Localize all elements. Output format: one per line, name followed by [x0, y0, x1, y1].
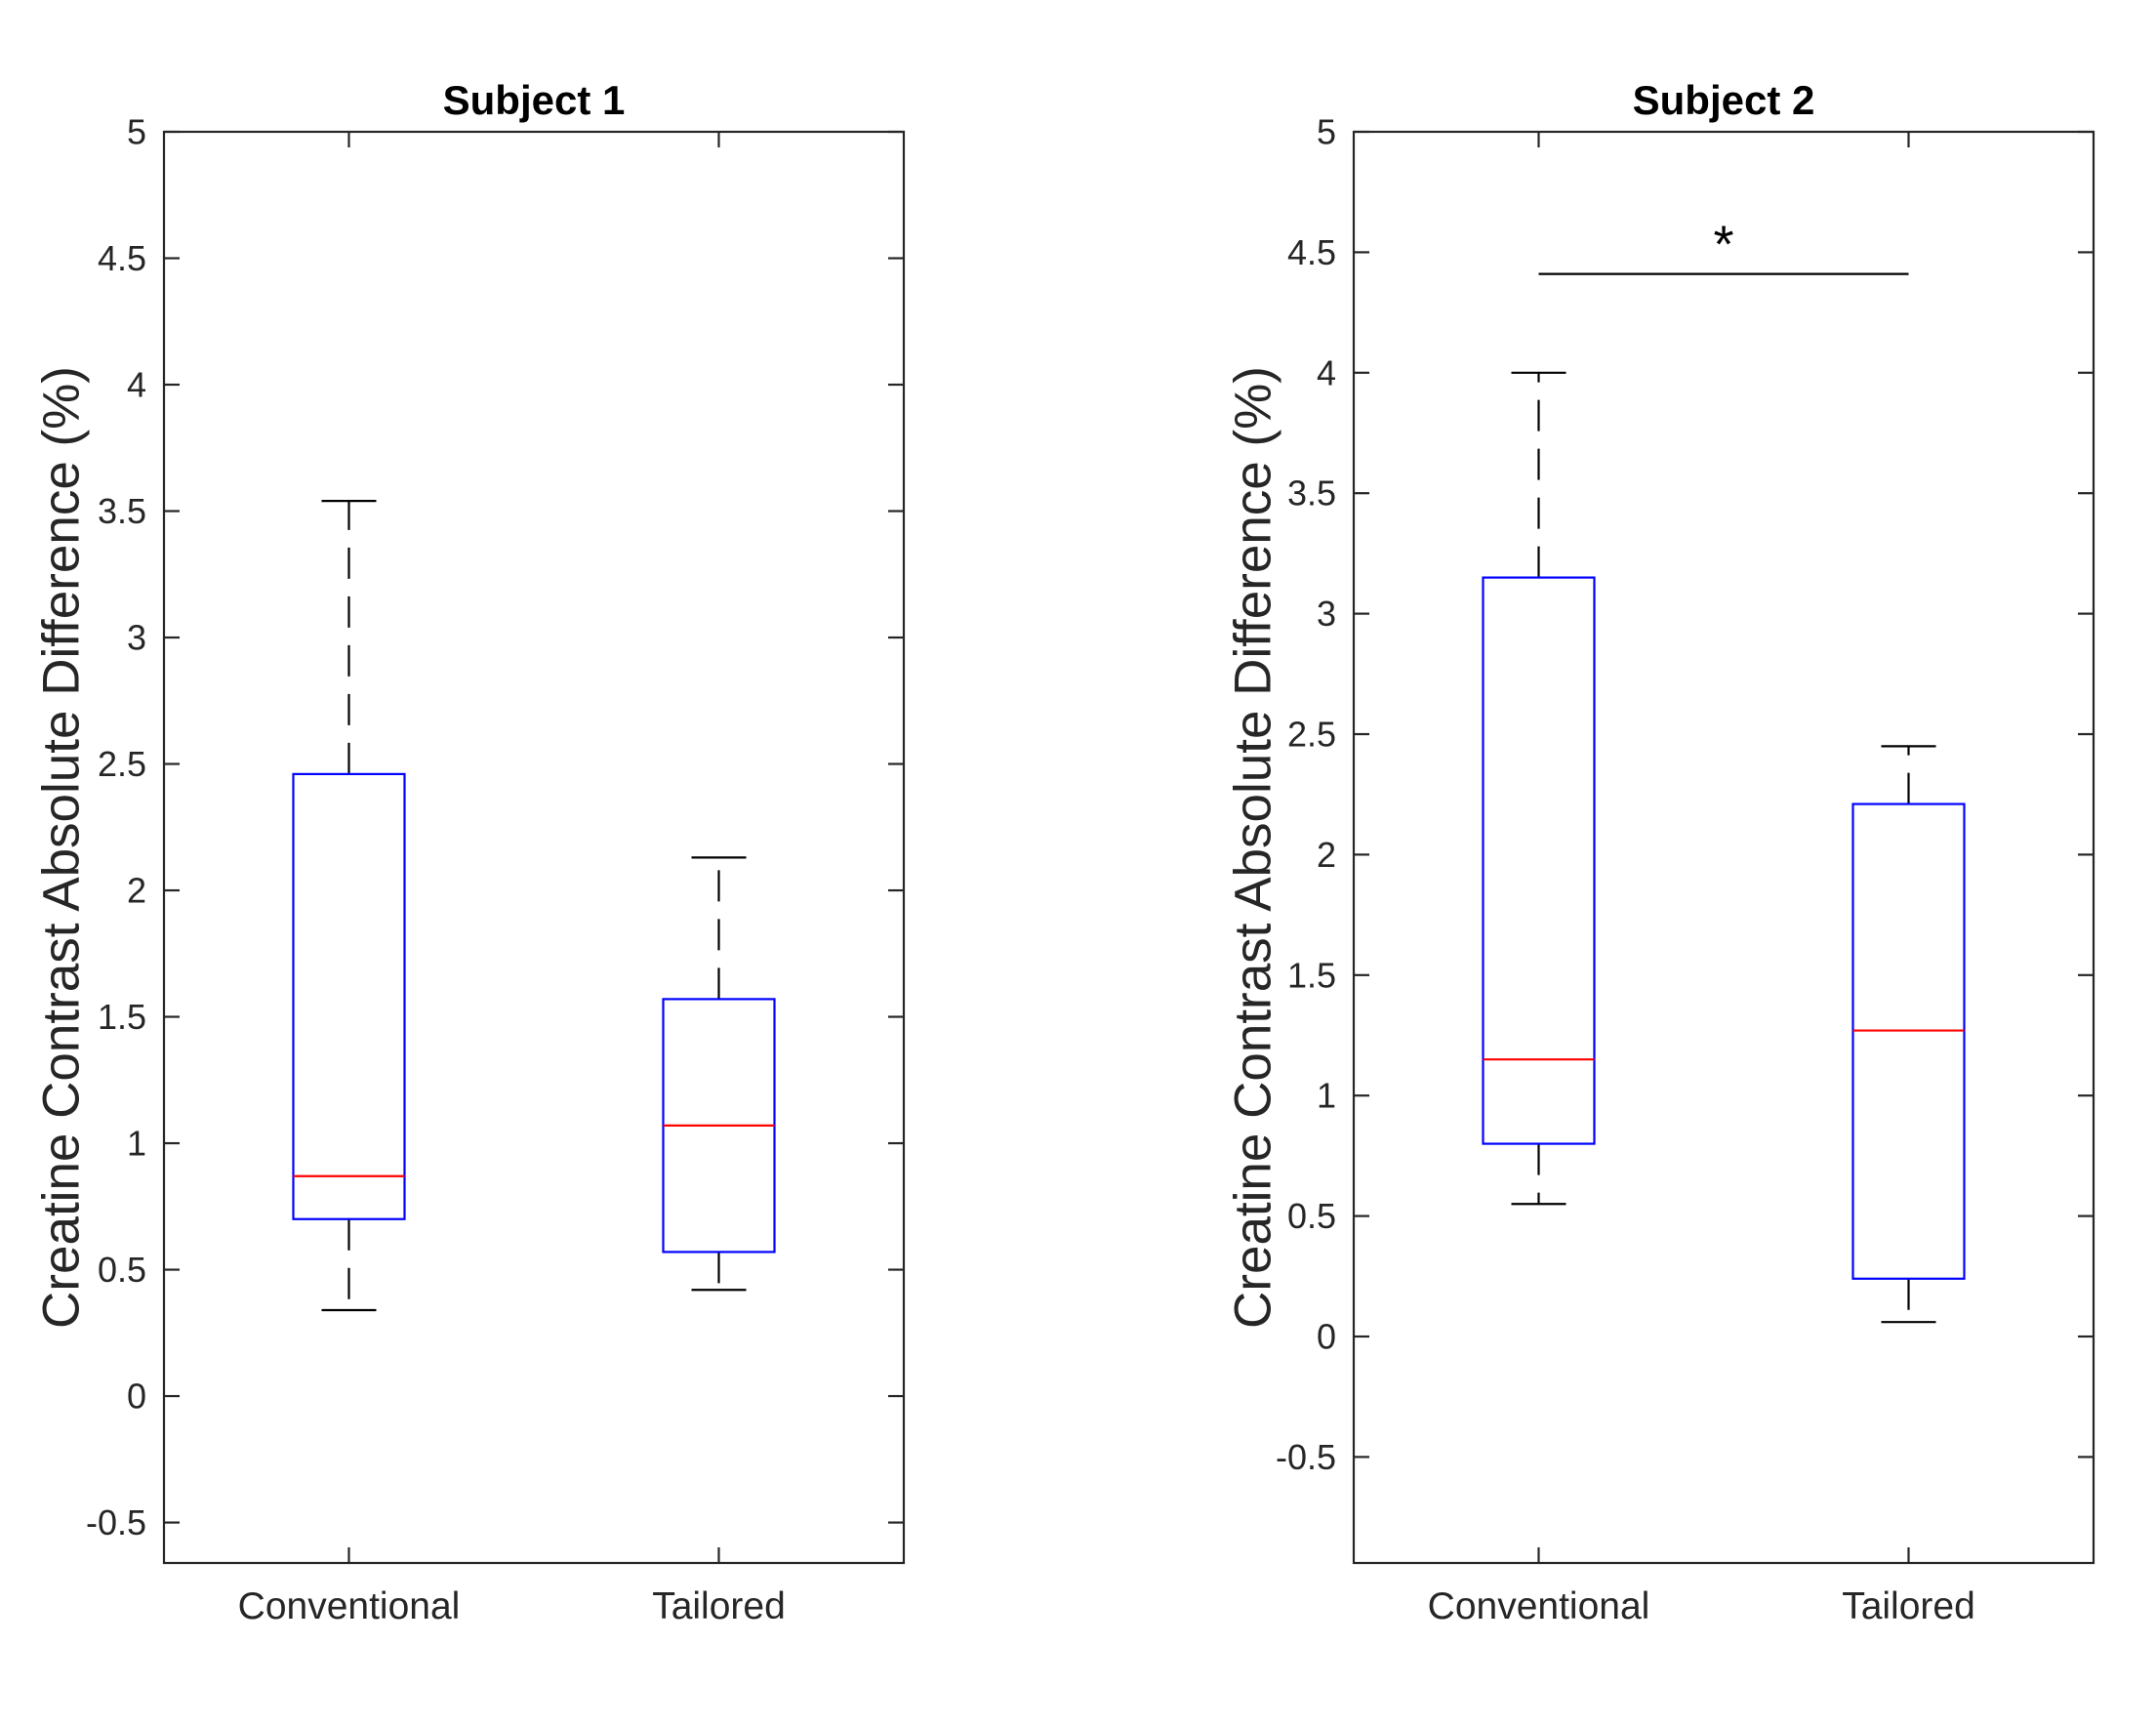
s1-y-tick-label: 4 — [127, 365, 146, 405]
s1-y-tick-label: -0.5 — [86, 1502, 146, 1542]
s1-y-tick-label: 3.5 — [98, 491, 146, 531]
s2-y-tick-label: -0.5 — [1276, 1437, 1336, 1477]
s1-y-tick-label: 0 — [127, 1377, 146, 1417]
s1-y-tick-label: 4.5 — [98, 238, 146, 278]
s1-axes-frame — [162, 130, 906, 1565]
s2-y-tick-label: 3 — [1317, 594, 1336, 634]
s2-axes-frame — [1352, 130, 2095, 1565]
s1-x-category-label: Tailored — [652, 1585, 786, 1627]
s2-conventional-box — [1482, 576, 1596, 1145]
s2-x-category-label: Conventional — [1428, 1585, 1650, 1627]
s1-y-tick-label: 0.5 — [98, 1250, 146, 1290]
s1-chart-title: Subject 1 — [443, 77, 626, 123]
s2-x-category-label: Tailored — [1842, 1585, 1975, 1627]
s2-y-tick-label: 0 — [1317, 1317, 1336, 1357]
s1-conventional-box — [292, 772, 406, 1220]
s2-y-tick-label: 5 — [1317, 112, 1336, 152]
s1-y-tick-label: 2.5 — [98, 744, 146, 784]
s2-y-axis-label: Creatine Contrast Absolute Difference (%… — [1225, 366, 1282, 1329]
subject-2-panel: Subject 2 Creatine Contrast Absolute Diff… — [1225, 77, 2095, 1627]
s1-y-tick-label: 5 — [127, 112, 146, 152]
s2-y-tick-label: 2 — [1317, 835, 1336, 875]
s2-y-tick-label: 2.5 — [1287, 715, 1336, 755]
s2-y-tick-label: 4 — [1317, 352, 1336, 392]
s2-chart-title: Subject 2 — [1633, 77, 1815, 123]
s1-y-tick-label: 1 — [127, 1124, 146, 1164]
s2-y-tick-label: 4.5 — [1287, 232, 1336, 272]
s1-x-category-label: Conventional — [238, 1585, 461, 1627]
s1-y-axis-label: Creatine Contrast Absolute Difference (%… — [33, 366, 91, 1329]
s1-y-tick-label: 1.5 — [98, 997, 146, 1037]
s2-y-tick-label: 0.5 — [1287, 1196, 1336, 1236]
s1-y-tick-label: 3 — [127, 618, 146, 658]
s2-y-tick-label: 3.5 — [1287, 473, 1336, 514]
s2-significance-marker: * — [1713, 216, 1733, 274]
s1-y-tick-label: 2 — [127, 871, 146, 911]
s2-y-tick-label: 1.5 — [1287, 955, 1336, 995]
s2-y-tick-label: 1 — [1317, 1076, 1336, 1116]
subject-1-panel: Subject 1 Creatine Contrast Absolute Diff… — [33, 77, 906, 1627]
s2-tailored-box — [1851, 802, 1966, 1280]
